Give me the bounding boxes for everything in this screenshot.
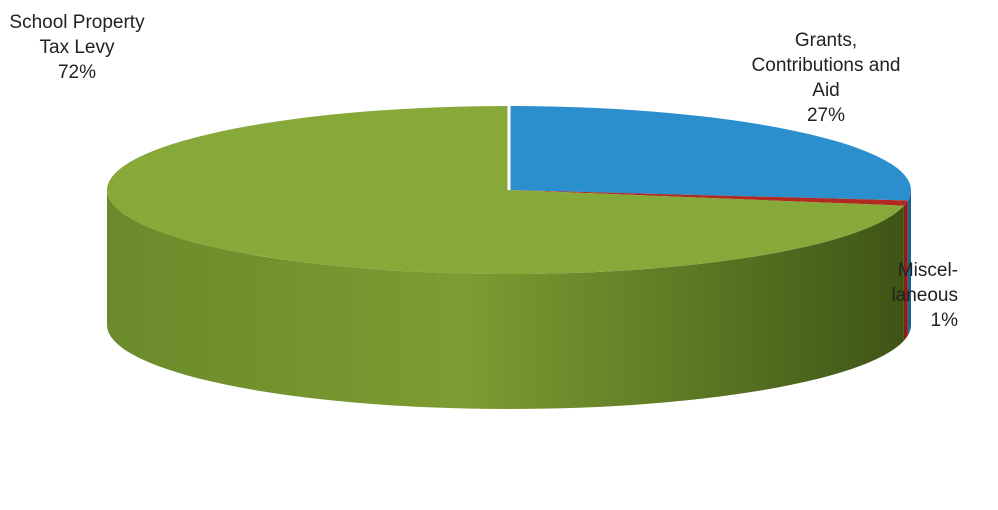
pie-label-3: School Property Tax Levy 72% — [9, 12, 145, 83]
pie-label-line: Contributions and — [752, 55, 901, 76]
pie-label-2: Miscel-laneous 1% — [891, 260, 958, 331]
pie-pct-label: 1% — [931, 310, 959, 331]
pie-side-2 — [903, 200, 908, 341]
pie-sides — [107, 190, 911, 410]
pie-slice-2 — [509, 190, 908, 206]
pie-label-line: Aid — [812, 80, 839, 101]
pie-label-line: Grants, — [795, 30, 857, 51]
pie-side-1 — [907, 190, 911, 336]
pie-tops — [107, 106, 912, 274]
pie-label-line: Miscel- — [898, 260, 958, 281]
pie-side-3 — [107, 190, 904, 410]
pie-label-line: School Property — [9, 12, 145, 33]
pie-labels: Grants, Contributions and Aid 27% Miscel-lan… — [9, 12, 958, 331]
pie-label-1: Grants, Contributions and Aid 27% — [752, 30, 901, 126]
pie-pct-label: 27% — [807, 105, 845, 126]
pie-pct-label: 72% — [58, 62, 96, 83]
pie-slice-1 — [509, 106, 912, 201]
pie-slice-3 — [107, 106, 904, 274]
pie-label-line: Tax Levy — [40, 37, 115, 58]
pie-label-line: laneous — [891, 285, 958, 306]
